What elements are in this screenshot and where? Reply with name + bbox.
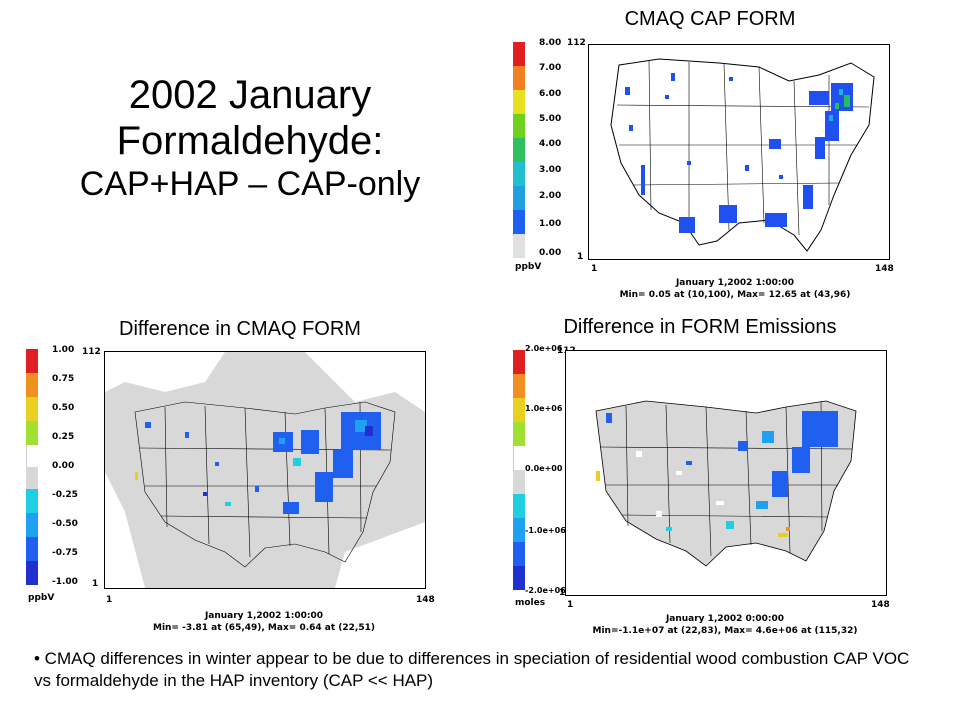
- colorbar-tick: 0.75: [52, 374, 75, 384]
- panel-title-diff-cmaq: Difference in CMAQ FORM: [119, 318, 361, 340]
- colorbar-tick: 2.0e+06: [525, 344, 563, 353]
- colorbar-tick: 3.00: [539, 165, 562, 175]
- colorbar-tick: -0.25: [52, 490, 78, 500]
- us-map-cap-form: [588, 44, 890, 260]
- x-axis-left: 1: [106, 595, 113, 605]
- colorbar-tick: 0.00: [539, 248, 562, 258]
- y-axis-top: 112: [567, 38, 586, 48]
- x-axis-right: 148: [875, 264, 894, 274]
- colorbar-tick: -2.0e+06: [525, 586, 566, 595]
- unit-label: ppbV: [515, 262, 542, 272]
- min-max-caption: Min=-1.1e+07 at (22,83), Max= 4.6e+06 at…: [592, 626, 858, 636]
- y-axis-top: 112: [82, 347, 101, 357]
- panel-title-diff-emis: Difference in FORM Emissions: [563, 316, 837, 338]
- bullet-note: • CMAQ differences in winter appear to b…: [34, 649, 910, 690]
- colorbar-tick: 1.0e+06: [525, 404, 563, 413]
- x-axis-right: 148: [416, 595, 435, 605]
- min-max-caption: Min= -3.81 at (65,49), Max= 0.64 at (22,…: [152, 623, 375, 633]
- colorbar-tick: 5.00: [539, 114, 562, 124]
- title-line-2: Formaldehyde:: [116, 119, 384, 163]
- colorbar-tick: -1.0e+06: [525, 526, 566, 535]
- colorbar-tick: 1.00: [52, 345, 75, 355]
- us-map-diff-emis: [565, 350, 887, 596]
- date-caption: January 1,2002 1:00:00: [204, 611, 324, 621]
- date-caption: January 1,2002 0:00:00: [665, 614, 785, 624]
- slide-title: 2002 January Formaldehyde: CAP+HAP – CAP…: [40, 72, 460, 204]
- colorbar-tick: -0.75: [52, 548, 78, 558]
- map-panel-diff-emis: 2.0e+06 1.0e+06 0.0e+00 -1.0e+06 -2.0e+0…: [505, 344, 905, 640]
- y-axis-bottom: 1: [92, 579, 99, 589]
- colorbar-tick: 4.00: [539, 139, 562, 149]
- colorbar: [26, 349, 39, 585]
- colorbar-tick: 0.25: [52, 432, 75, 442]
- colorbar: [513, 42, 525, 258]
- colorbar-tick: -1.00: [52, 577, 78, 587]
- colorbar: [513, 350, 526, 590]
- colorbar-tick: 0.0e+00: [525, 464, 563, 473]
- min-max-caption: Min= 0.05 at (10,100), Max= 12.65 at (43…: [619, 290, 851, 300]
- title-line-3: CAP+HAP – CAP-only: [79, 165, 421, 203]
- colorbar-tick: 0.50: [52, 403, 75, 413]
- colorbar-tick: 0.00: [52, 461, 75, 471]
- unit-label: ppbV: [28, 593, 55, 603]
- date-caption: January 1,2002 1:00:00: [675, 278, 795, 288]
- x-axis-right: 148: [871, 600, 890, 610]
- colorbar-tick: 2.00: [539, 191, 562, 201]
- title-line-1: 2002 January: [128, 73, 372, 117]
- colorbar-tick: 8.00: [539, 38, 562, 48]
- colorbar-tick: 1.00: [539, 219, 562, 229]
- y-axis-bottom: 1: [559, 588, 566, 598]
- panel-title-cap-form: CMAQ CAP FORM: [624, 8, 796, 30]
- x-axis-left: 1: [591, 264, 598, 274]
- us-map-diff-cmaq: [104, 351, 426, 589]
- colorbar-tick: 6.00: [539, 89, 562, 99]
- map-panel-diff-cmaq: 1.00 0.75 0.50 0.25 0.00 -0.25 -0.50 -0.…: [18, 345, 438, 640]
- y-axis-bottom: 1: [577, 252, 584, 262]
- unit-label: moles: [515, 598, 546, 608]
- colorbar-tick: 7.00: [539, 63, 562, 73]
- map-panel-cap-form: 8.00 7.00 6.00 5.00 4.00 3.00 2.00 1.00 …: [505, 36, 905, 306]
- colorbar-tick: -0.50: [52, 519, 78, 529]
- x-axis-left: 1: [567, 600, 574, 610]
